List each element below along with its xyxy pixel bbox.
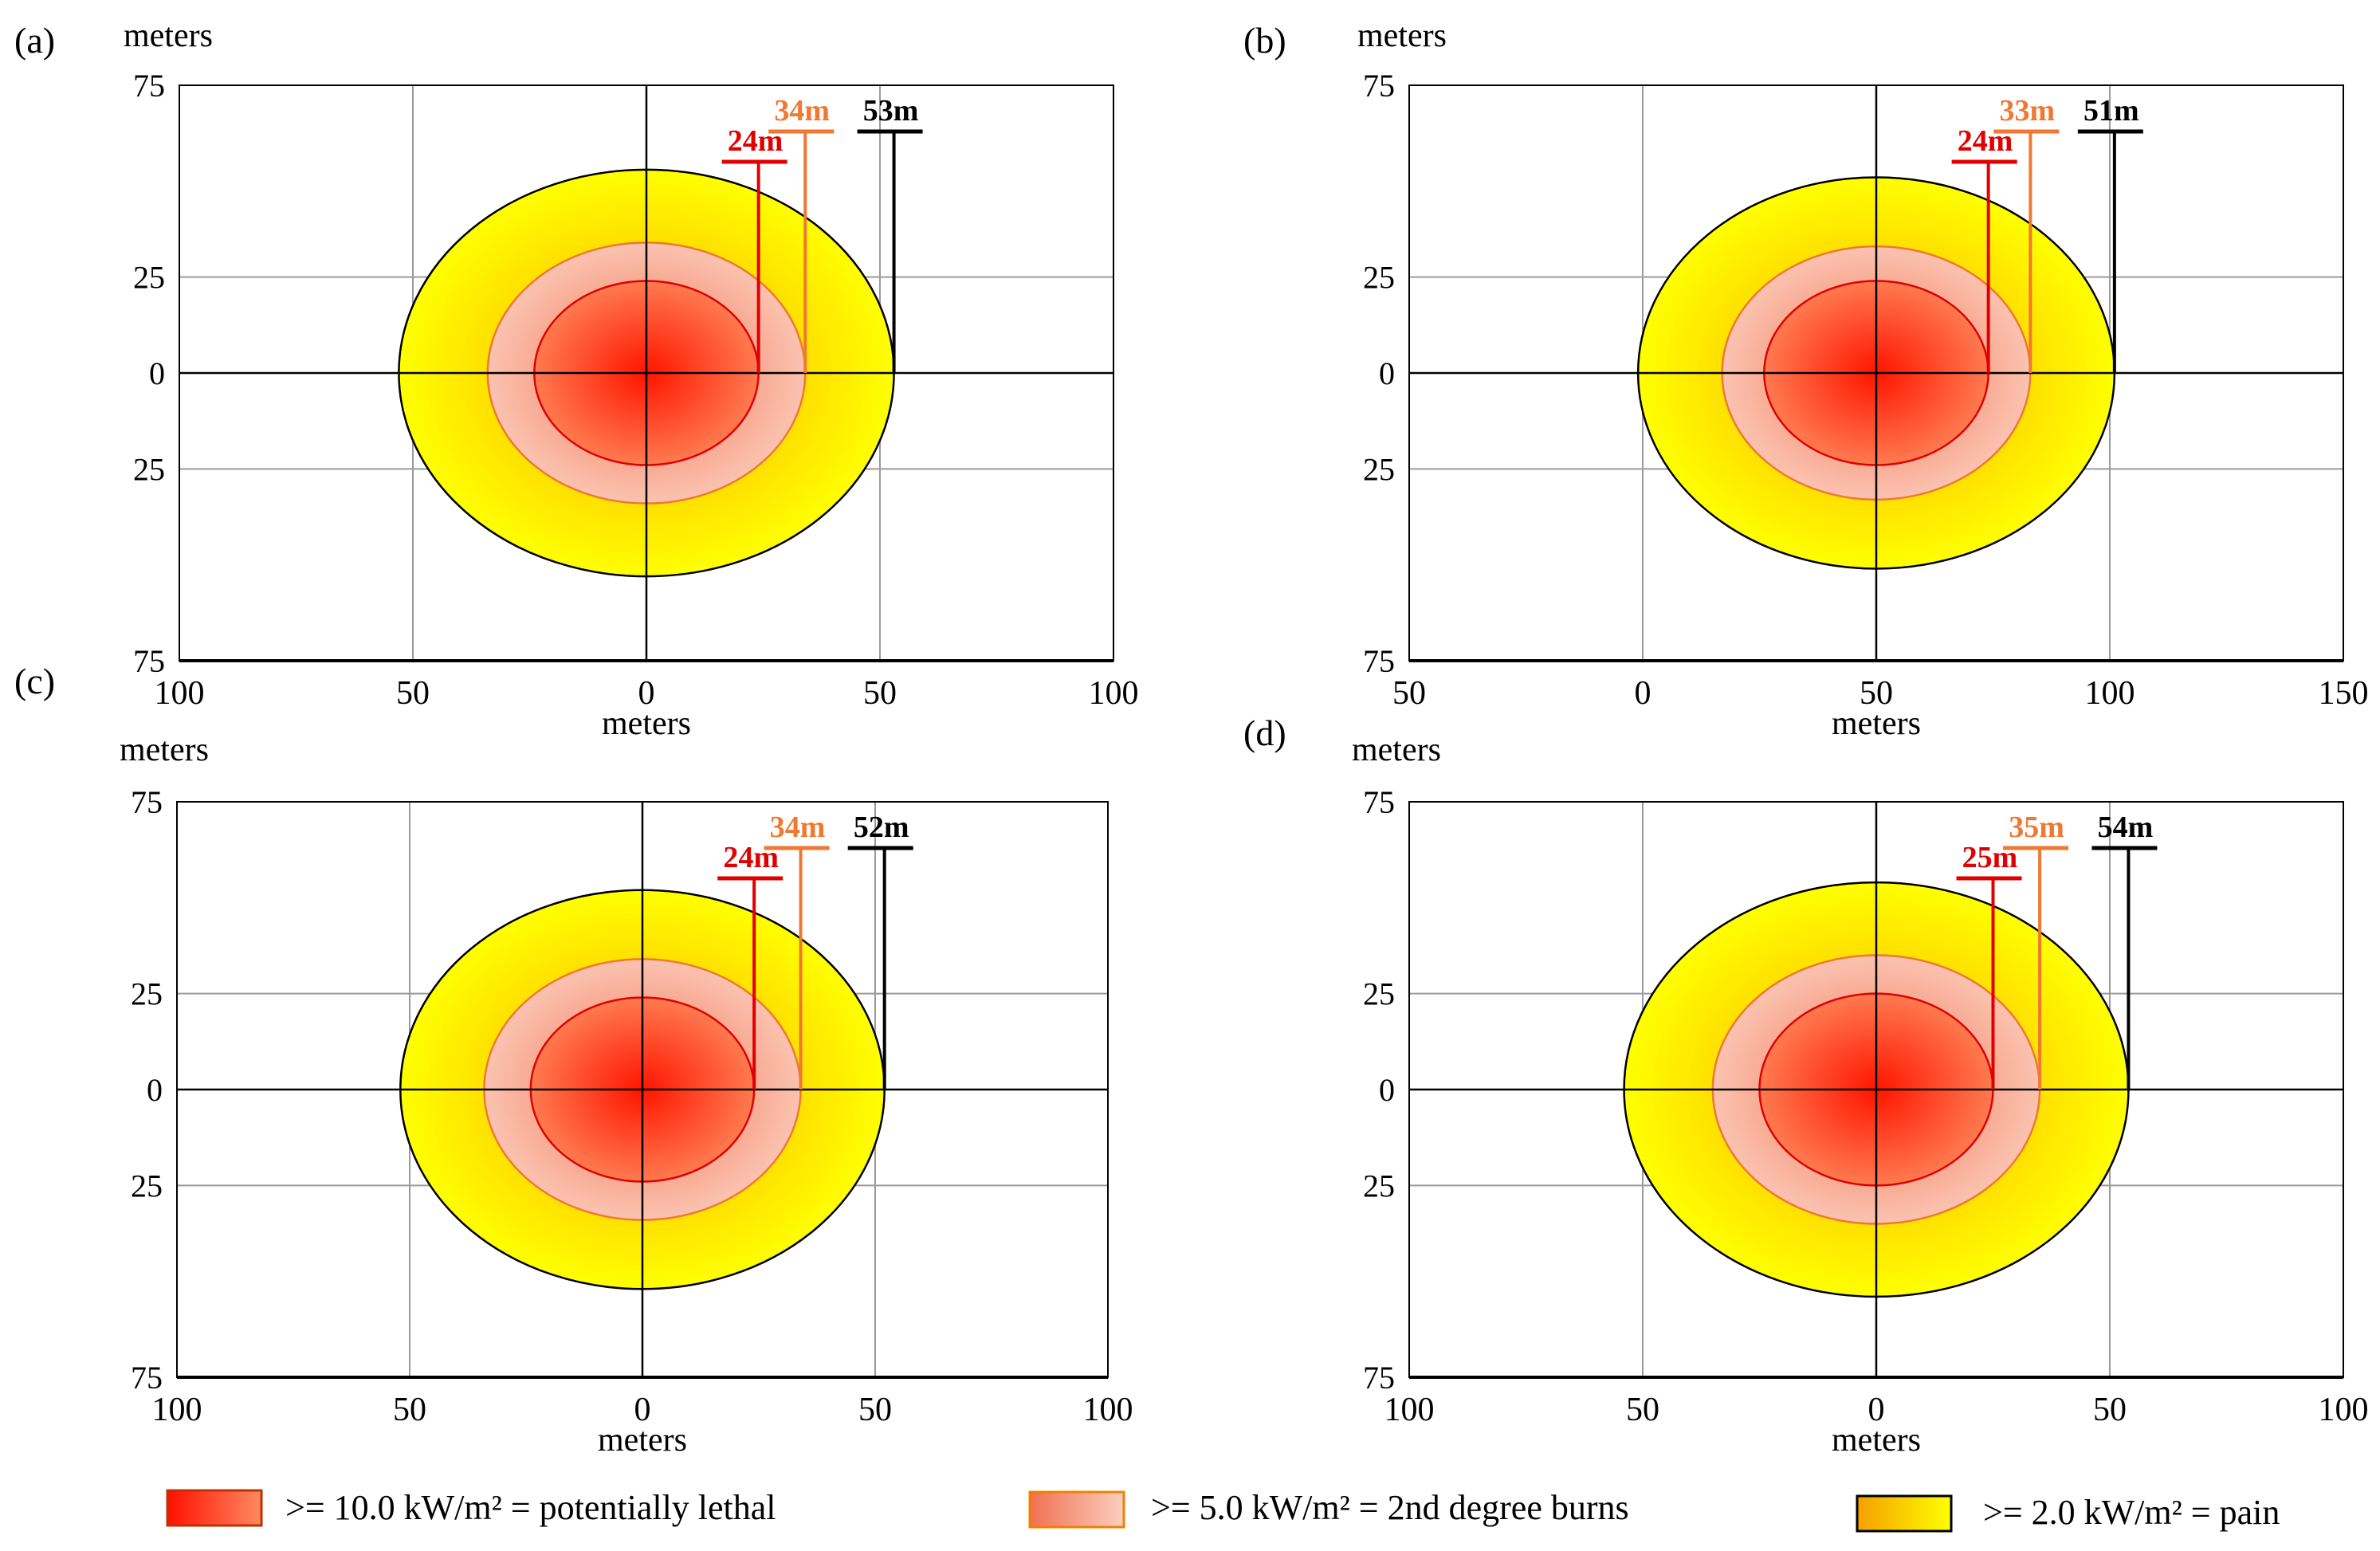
x-tick-label: 0	[1635, 675, 1651, 712]
panel-label: (a)	[14, 20, 55, 61]
legend-label-lethal: >= 10.0 kW/m² = potentially lethal	[285, 1488, 776, 1527]
legend-label-pain: >= 2.0 kW/m² = pain	[1983, 1493, 2280, 1532]
panel-label: (b)	[1243, 20, 1286, 61]
y-tick-label: 0	[1379, 1072, 1395, 1108]
x-tick-label: 100	[152, 1392, 202, 1428]
y-axis-title: meters	[124, 18, 213, 54]
legend-swatch-lethal	[166, 1489, 263, 1527]
x-tick-label: 150	[2319, 675, 2369, 712]
y-axis-title: meters	[1357, 18, 1447, 54]
x-tick-label: 0	[1868, 1392, 1885, 1428]
y-tick-label: 0	[147, 1072, 163, 1108]
radius-label: 53m	[863, 94, 919, 128]
y-tick-label: 25	[1363, 976, 1395, 1012]
x-tick-label: 100	[1089, 675, 1139, 712]
y-tick-label: 0	[149, 355, 165, 391]
y-tick-label: 75	[1363, 1360, 1395, 1396]
x-tick-label: 100	[1083, 1392, 1133, 1428]
y-tick-label: 75	[1363, 643, 1395, 679]
legend-swatch-burns	[1028, 1490, 1125, 1529]
y-tick-label: 25	[131, 976, 163, 1012]
y-tick-label: 75	[131, 1360, 163, 1396]
x-tick-label: 50	[2093, 1392, 2127, 1428]
radius-label: 24m	[723, 841, 779, 874]
x-tick-label: 0	[634, 1392, 651, 1428]
panel-label: (d)	[1243, 713, 1286, 753]
radius-label: 24m	[728, 124, 784, 158]
radius-label: 34m	[770, 811, 826, 844]
y-tick-label: 25	[133, 260, 165, 296]
y-tick-label: 75	[1363, 68, 1395, 104]
y-tick-label: 25	[133, 451, 165, 487]
y-tick-label: 25	[1363, 1168, 1395, 1203]
y-tick-label: 75	[133, 68, 165, 104]
x-tick-label: 0	[638, 675, 655, 712]
radius-label: 52m	[854, 811, 909, 844]
y-tick-label: 25	[1363, 451, 1395, 487]
y-tick-label: 25	[131, 1168, 163, 1203]
x-axis-title: meters	[602, 705, 691, 742]
legend-item-burns: >= 5.0 kW/m² = 2nd degree burns	[1028, 1488, 1629, 1529]
radius-label: 25m	[1962, 841, 2018, 874]
y-axis-title: meters	[1352, 732, 1441, 768]
x-tick-label: 100	[2319, 1392, 2369, 1428]
y-tick-label: 75	[131, 784, 163, 820]
radius-label: 35m	[2009, 811, 2064, 844]
panel-label: (c)	[14, 661, 55, 701]
x-axis-title: meters	[1832, 1422, 1921, 1459]
x-tick-label: 50	[863, 675, 897, 712]
legend-item-lethal: >= 10.0 kW/m² = potentially lethal	[166, 1488, 776, 1527]
radius-label: 34m	[774, 94, 830, 128]
radius-label: 33m	[2000, 94, 2056, 128]
x-tick-label: 50	[1392, 675, 1426, 712]
y-tick-label: 75	[133, 643, 165, 679]
radius-label: 54m	[2098, 811, 2154, 844]
y-tick-label: 75	[1363, 784, 1395, 820]
x-axis-title: meters	[1832, 705, 1921, 742]
y-tick-label: 25	[1363, 260, 1395, 296]
x-tick-label: 50	[1860, 675, 1893, 712]
y-tick-label: 0	[1379, 355, 1395, 391]
x-tick-label: 100	[2085, 675, 2135, 712]
x-axis-title: meters	[598, 1422, 687, 1459]
x-tick-label: 50	[858, 1392, 892, 1428]
y-axis-title: meters	[120, 732, 209, 768]
legend: >= 10.0 kW/m² = potentially lethal >= 5.…	[166, 1488, 2280, 1533]
radius-label: 24m	[1958, 124, 2013, 158]
x-tick-label: 50	[393, 1392, 426, 1428]
x-tick-label: 50	[1626, 1392, 1659, 1428]
legend-item-pain: >= 2.0 kW/m² = pain	[1856, 1493, 2280, 1533]
x-tick-label: 50	[396, 675, 430, 712]
x-tick-label: 100	[1384, 1392, 1435, 1428]
radius-label: 51m	[2083, 94, 2139, 128]
legend-swatch-pain	[1856, 1494, 1953, 1533]
x-tick-label: 100	[155, 675, 205, 712]
legend-label-burns: >= 5.0 kW/m² = 2nd degree burns	[1151, 1488, 1629, 1527]
